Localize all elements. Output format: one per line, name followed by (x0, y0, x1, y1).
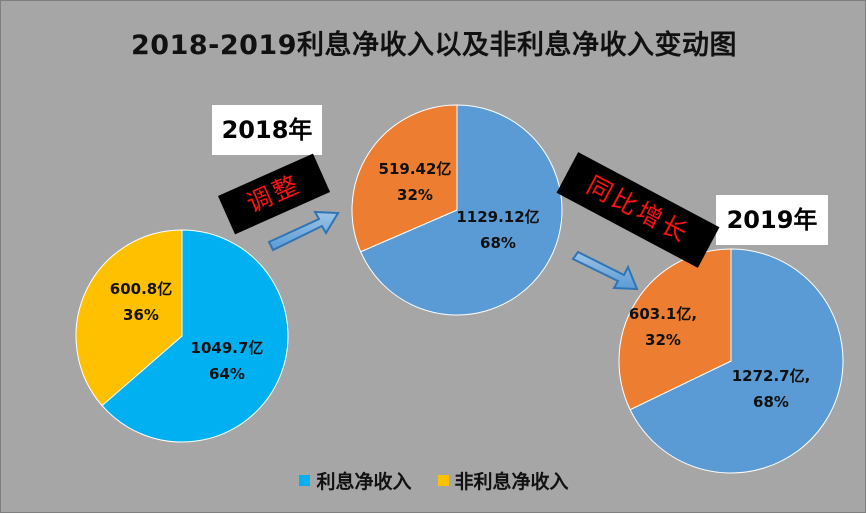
data-label: 64% (209, 365, 245, 383)
data-label: 603.1亿, (629, 305, 697, 323)
data-label: 32% (645, 331, 681, 349)
pie-1: 1129.12亿 68% 519.42亿 32% (351, 104, 563, 316)
legend-label: 利息净收入 (316, 471, 412, 493)
arrow-adjust-icon (267, 210, 340, 252)
data-label: 1272.7亿, (732, 367, 811, 385)
pie-slice (101, 229, 289, 443)
data-label: 1129.12亿 (456, 208, 539, 226)
chart-title: 2018-2019利息净收入以及非利息净收入变动图 (131, 30, 737, 61)
legend-item-interest: 利息净收入 (299, 467, 412, 494)
legend: 利息净收入 非利息净收入 (1, 467, 866, 494)
legend-swatch (299, 475, 311, 486)
legend-label: 非利息净收入 (454, 471, 569, 493)
data-label: 600.8亿 (110, 280, 172, 298)
pie-slice (75, 229, 183, 407)
data-label: 68% (480, 234, 516, 252)
pie-2: 1272.7亿, 68% 603.1亿, 32% (618, 248, 844, 474)
pie-slice (351, 104, 458, 253)
pie-slice (629, 248, 844, 474)
data-label: 36% (123, 306, 159, 324)
data-label: 68% (753, 393, 789, 411)
legend-item-non-interest: 非利息净收入 (437, 467, 569, 494)
arrow-growth-icon (571, 250, 639, 291)
data-label: 519.42亿 (379, 160, 452, 178)
data-label: 1049.7亿 (191, 339, 264, 357)
pie-slice (359, 104, 563, 316)
year-label-2018: 2018年 (212, 105, 322, 155)
pie-0: 1049.7亿 64% 600.8亿 36% (75, 229, 289, 443)
legend-swatch (437, 475, 449, 486)
data-label: 32% (397, 186, 433, 204)
year-label-2019: 2019年 (716, 195, 828, 245)
